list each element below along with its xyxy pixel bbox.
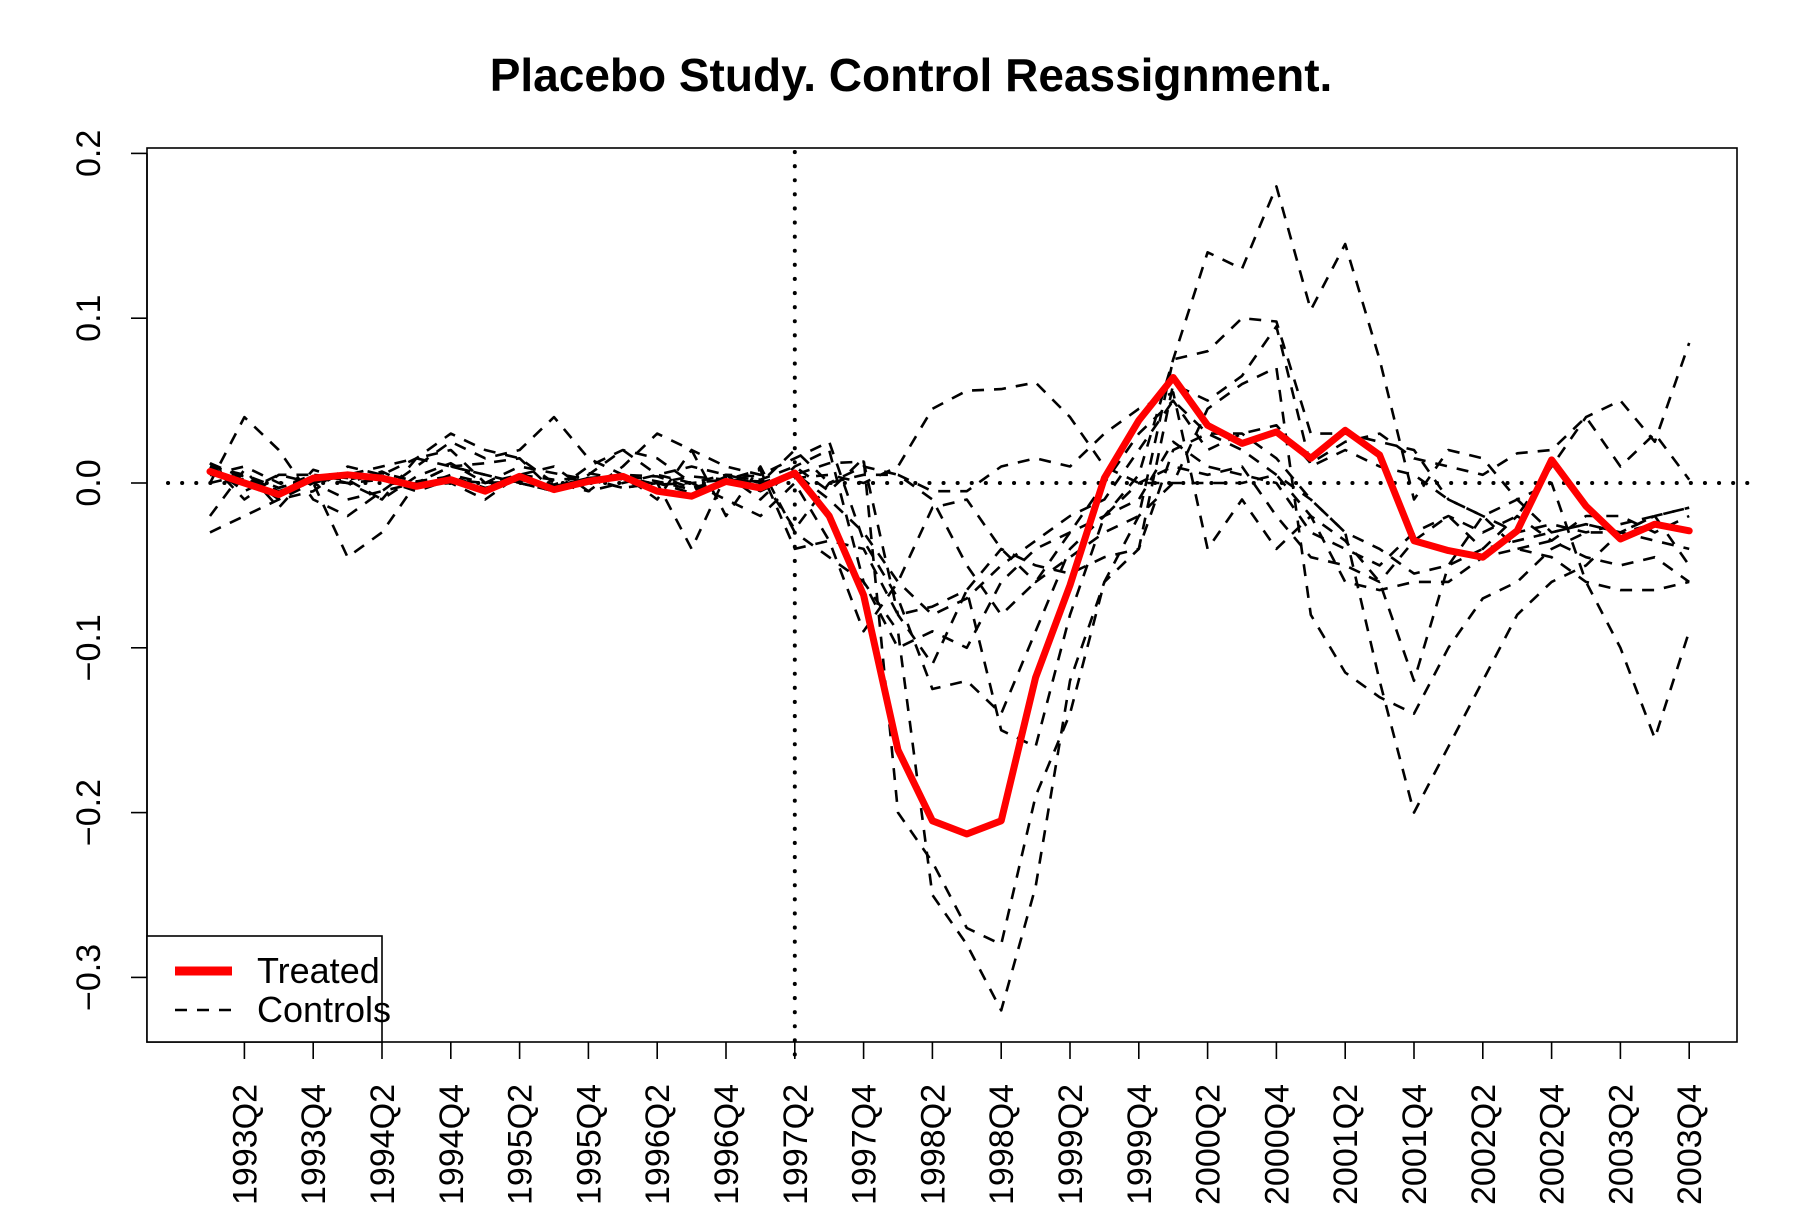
x-axis: 1993Q2 1993Q4 1994Q2 1994Q4 1995Q2 1995Q4 1996… [226,1042,1709,1205]
series-line-control-3 [208,185,1690,716]
x-tick-label: 1998Q4 [983,1084,1021,1205]
plot-frame [146,147,1738,1043]
series-line-control-7 [209,381,1691,740]
x-tick-label: 2003Q2 [1602,1084,1640,1205]
x-tick-label: 2000Q4 [1258,1084,1296,1205]
x-tick-label: 2000Q2 [1190,1084,1228,1205]
x-tick-label: 2001Q2 [1327,1084,1365,1205]
chart-title: Placebo Study. Control Reassignment. [490,49,1333,101]
y-tick-label: 0.2 [70,130,108,177]
series-line-control-4 [209,316,1690,633]
series-line-control-10 [208,399,1691,617]
series-line-control-6 [209,366,1690,946]
series-line-control-9 [209,342,1691,650]
x-tick-label: 1996Q4 [708,1084,746,1205]
x-tick-label: 1993Q4 [295,1084,333,1205]
legend-label-treated: Treated [257,950,380,991]
legend-box [146,935,383,1043]
x-tick-label: 2003Q4 [1671,1084,1709,1205]
x-tick-label: 1998Q2 [914,1084,952,1205]
x-tick-label: 2001Q4 [1396,1084,1434,1205]
y-axis: −0.3 −0.2 −0.1 0.0 0.1 0.2 [70,130,148,1011]
legend: Treated Controls [146,935,391,1043]
x-tick-label: 1999Q2 [1052,1084,1090,1205]
x-tick-label: 1995Q4 [570,1084,608,1205]
series-line-treated [206,374,1693,838]
x-tick-label: 2002Q4 [1534,1084,1572,1205]
x-tick-label: 1995Q2 [502,1084,540,1205]
legend-label-controls: Controls [257,989,391,1030]
x-tick-label: 1999Q4 [1121,1084,1159,1205]
y-tick-label: 0.0 [70,459,108,506]
x-tick-label: 1993Q2 [226,1084,264,1205]
x-tick-label: 2002Q2 [1465,1084,1503,1205]
plot-area [166,150,1751,1064]
x-tick-label: 1994Q2 [364,1084,402,1205]
y-tick-label: 0.1 [70,295,108,342]
y-tick-label: −0.2 [70,779,108,846]
y-tick-label: −0.1 [70,614,108,681]
series-line-control-5 [209,432,1691,1012]
x-tick-label: 1997Q4 [846,1084,884,1205]
x-tick-label: 1996Q2 [639,1084,677,1205]
series-line-control-8 [209,391,1690,592]
series-line-control-2 [209,325,1690,617]
y-tick-label: −0.3 [70,944,108,1011]
x-tick-label: 1997Q2 [777,1084,815,1205]
x-tick-label: 1994Q4 [433,1084,471,1205]
